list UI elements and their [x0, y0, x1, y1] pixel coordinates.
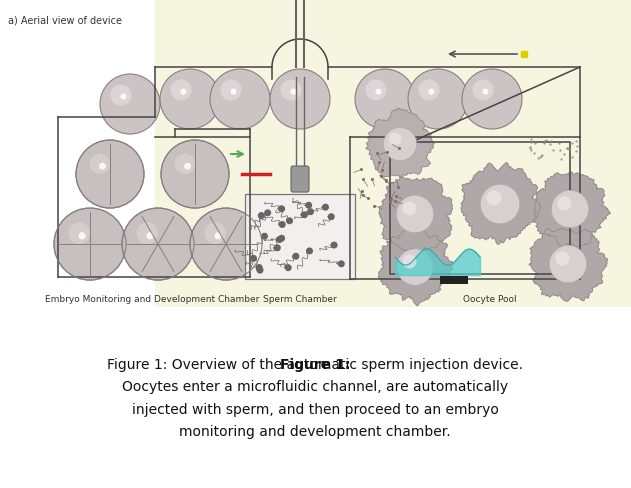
- Circle shape: [204, 223, 226, 244]
- Circle shape: [306, 248, 313, 255]
- Circle shape: [257, 267, 264, 274]
- Circle shape: [184, 163, 191, 170]
- Circle shape: [180, 89, 186, 95]
- Circle shape: [331, 242, 338, 249]
- Circle shape: [278, 206, 285, 213]
- Bar: [440, 277, 468, 285]
- Circle shape: [418, 81, 440, 102]
- Circle shape: [250, 255, 257, 262]
- Circle shape: [110, 85, 131, 106]
- Circle shape: [99, 163, 106, 170]
- Circle shape: [396, 196, 433, 233]
- Circle shape: [408, 70, 468, 130]
- Circle shape: [462, 70, 522, 130]
- Circle shape: [389, 133, 401, 146]
- Circle shape: [274, 245, 281, 252]
- Circle shape: [292, 253, 299, 260]
- Text: Figure 1: Overview of the automatic sperm injection device.: Figure 1: Overview of the automatic sper…: [107, 358, 523, 371]
- Circle shape: [557, 197, 572, 211]
- Circle shape: [258, 213, 265, 220]
- Circle shape: [285, 264, 292, 272]
- Circle shape: [480, 185, 520, 224]
- Circle shape: [136, 223, 158, 244]
- Circle shape: [487, 191, 502, 206]
- Circle shape: [307, 209, 314, 216]
- Circle shape: [375, 89, 381, 95]
- Circle shape: [215, 233, 221, 240]
- Bar: [155, 0, 631, 307]
- Circle shape: [261, 233, 268, 240]
- Circle shape: [305, 203, 312, 209]
- Circle shape: [397, 249, 433, 285]
- Circle shape: [170, 81, 191, 102]
- Text: Sperm Chamber: Sperm Chamber: [263, 294, 337, 304]
- Circle shape: [281, 81, 302, 102]
- Polygon shape: [533, 173, 611, 248]
- Circle shape: [78, 233, 86, 240]
- Circle shape: [160, 70, 220, 130]
- Circle shape: [403, 202, 416, 216]
- Polygon shape: [461, 163, 541, 245]
- FancyBboxPatch shape: [291, 167, 309, 193]
- Circle shape: [549, 246, 587, 283]
- Polygon shape: [379, 177, 452, 254]
- Text: Oocyte Pool: Oocyte Pool: [463, 294, 517, 304]
- Circle shape: [190, 209, 262, 281]
- Circle shape: [551, 191, 589, 228]
- Polygon shape: [379, 230, 453, 306]
- Circle shape: [428, 89, 434, 95]
- Circle shape: [276, 237, 283, 244]
- Bar: [0, 0, 155, 307]
- Text: Embryo Monitoring and Development Chamber: Embryo Monitoring and Development Chambe…: [45, 294, 259, 304]
- Circle shape: [264, 210, 271, 217]
- Polygon shape: [366, 109, 434, 178]
- Circle shape: [210, 70, 270, 130]
- Circle shape: [161, 141, 229, 209]
- Circle shape: [483, 89, 488, 95]
- Text: injected with sperm, and then proceed to an embryo: injected with sperm, and then proceed to…: [131, 402, 498, 416]
- Circle shape: [256, 264, 262, 271]
- Circle shape: [322, 204, 329, 211]
- Circle shape: [146, 233, 154, 240]
- Text: Oocytes enter a microfluidic channel, are automatically: Oocytes enter a microfluidic channel, ar…: [122, 380, 508, 394]
- Circle shape: [403, 255, 416, 269]
- Circle shape: [555, 252, 570, 266]
- Bar: [390, 143, 570, 274]
- Circle shape: [122, 209, 194, 281]
- Text: monitoring and development chamber.: monitoring and development chamber.: [179, 424, 451, 438]
- Circle shape: [290, 89, 297, 95]
- Circle shape: [338, 261, 345, 268]
- Circle shape: [384, 128, 416, 162]
- Circle shape: [365, 81, 387, 102]
- Circle shape: [473, 81, 493, 102]
- Circle shape: [121, 94, 126, 101]
- Circle shape: [54, 209, 126, 281]
- Circle shape: [68, 223, 90, 244]
- Text: a) Aerial view of device: a) Aerial view of device: [8, 15, 122, 25]
- Bar: [245, 195, 355, 280]
- Circle shape: [230, 89, 237, 95]
- Circle shape: [220, 81, 242, 102]
- Text: Figure 1:: Figure 1:: [280, 358, 350, 371]
- Circle shape: [76, 141, 144, 209]
- Circle shape: [355, 70, 415, 130]
- Circle shape: [286, 218, 293, 225]
- Circle shape: [175, 154, 195, 175]
- Polygon shape: [529, 228, 607, 302]
- Circle shape: [90, 154, 110, 175]
- Circle shape: [270, 70, 330, 130]
- Circle shape: [327, 214, 335, 221]
- Circle shape: [100, 75, 160, 135]
- Circle shape: [278, 235, 285, 242]
- Circle shape: [301, 212, 308, 219]
- Circle shape: [279, 222, 286, 228]
